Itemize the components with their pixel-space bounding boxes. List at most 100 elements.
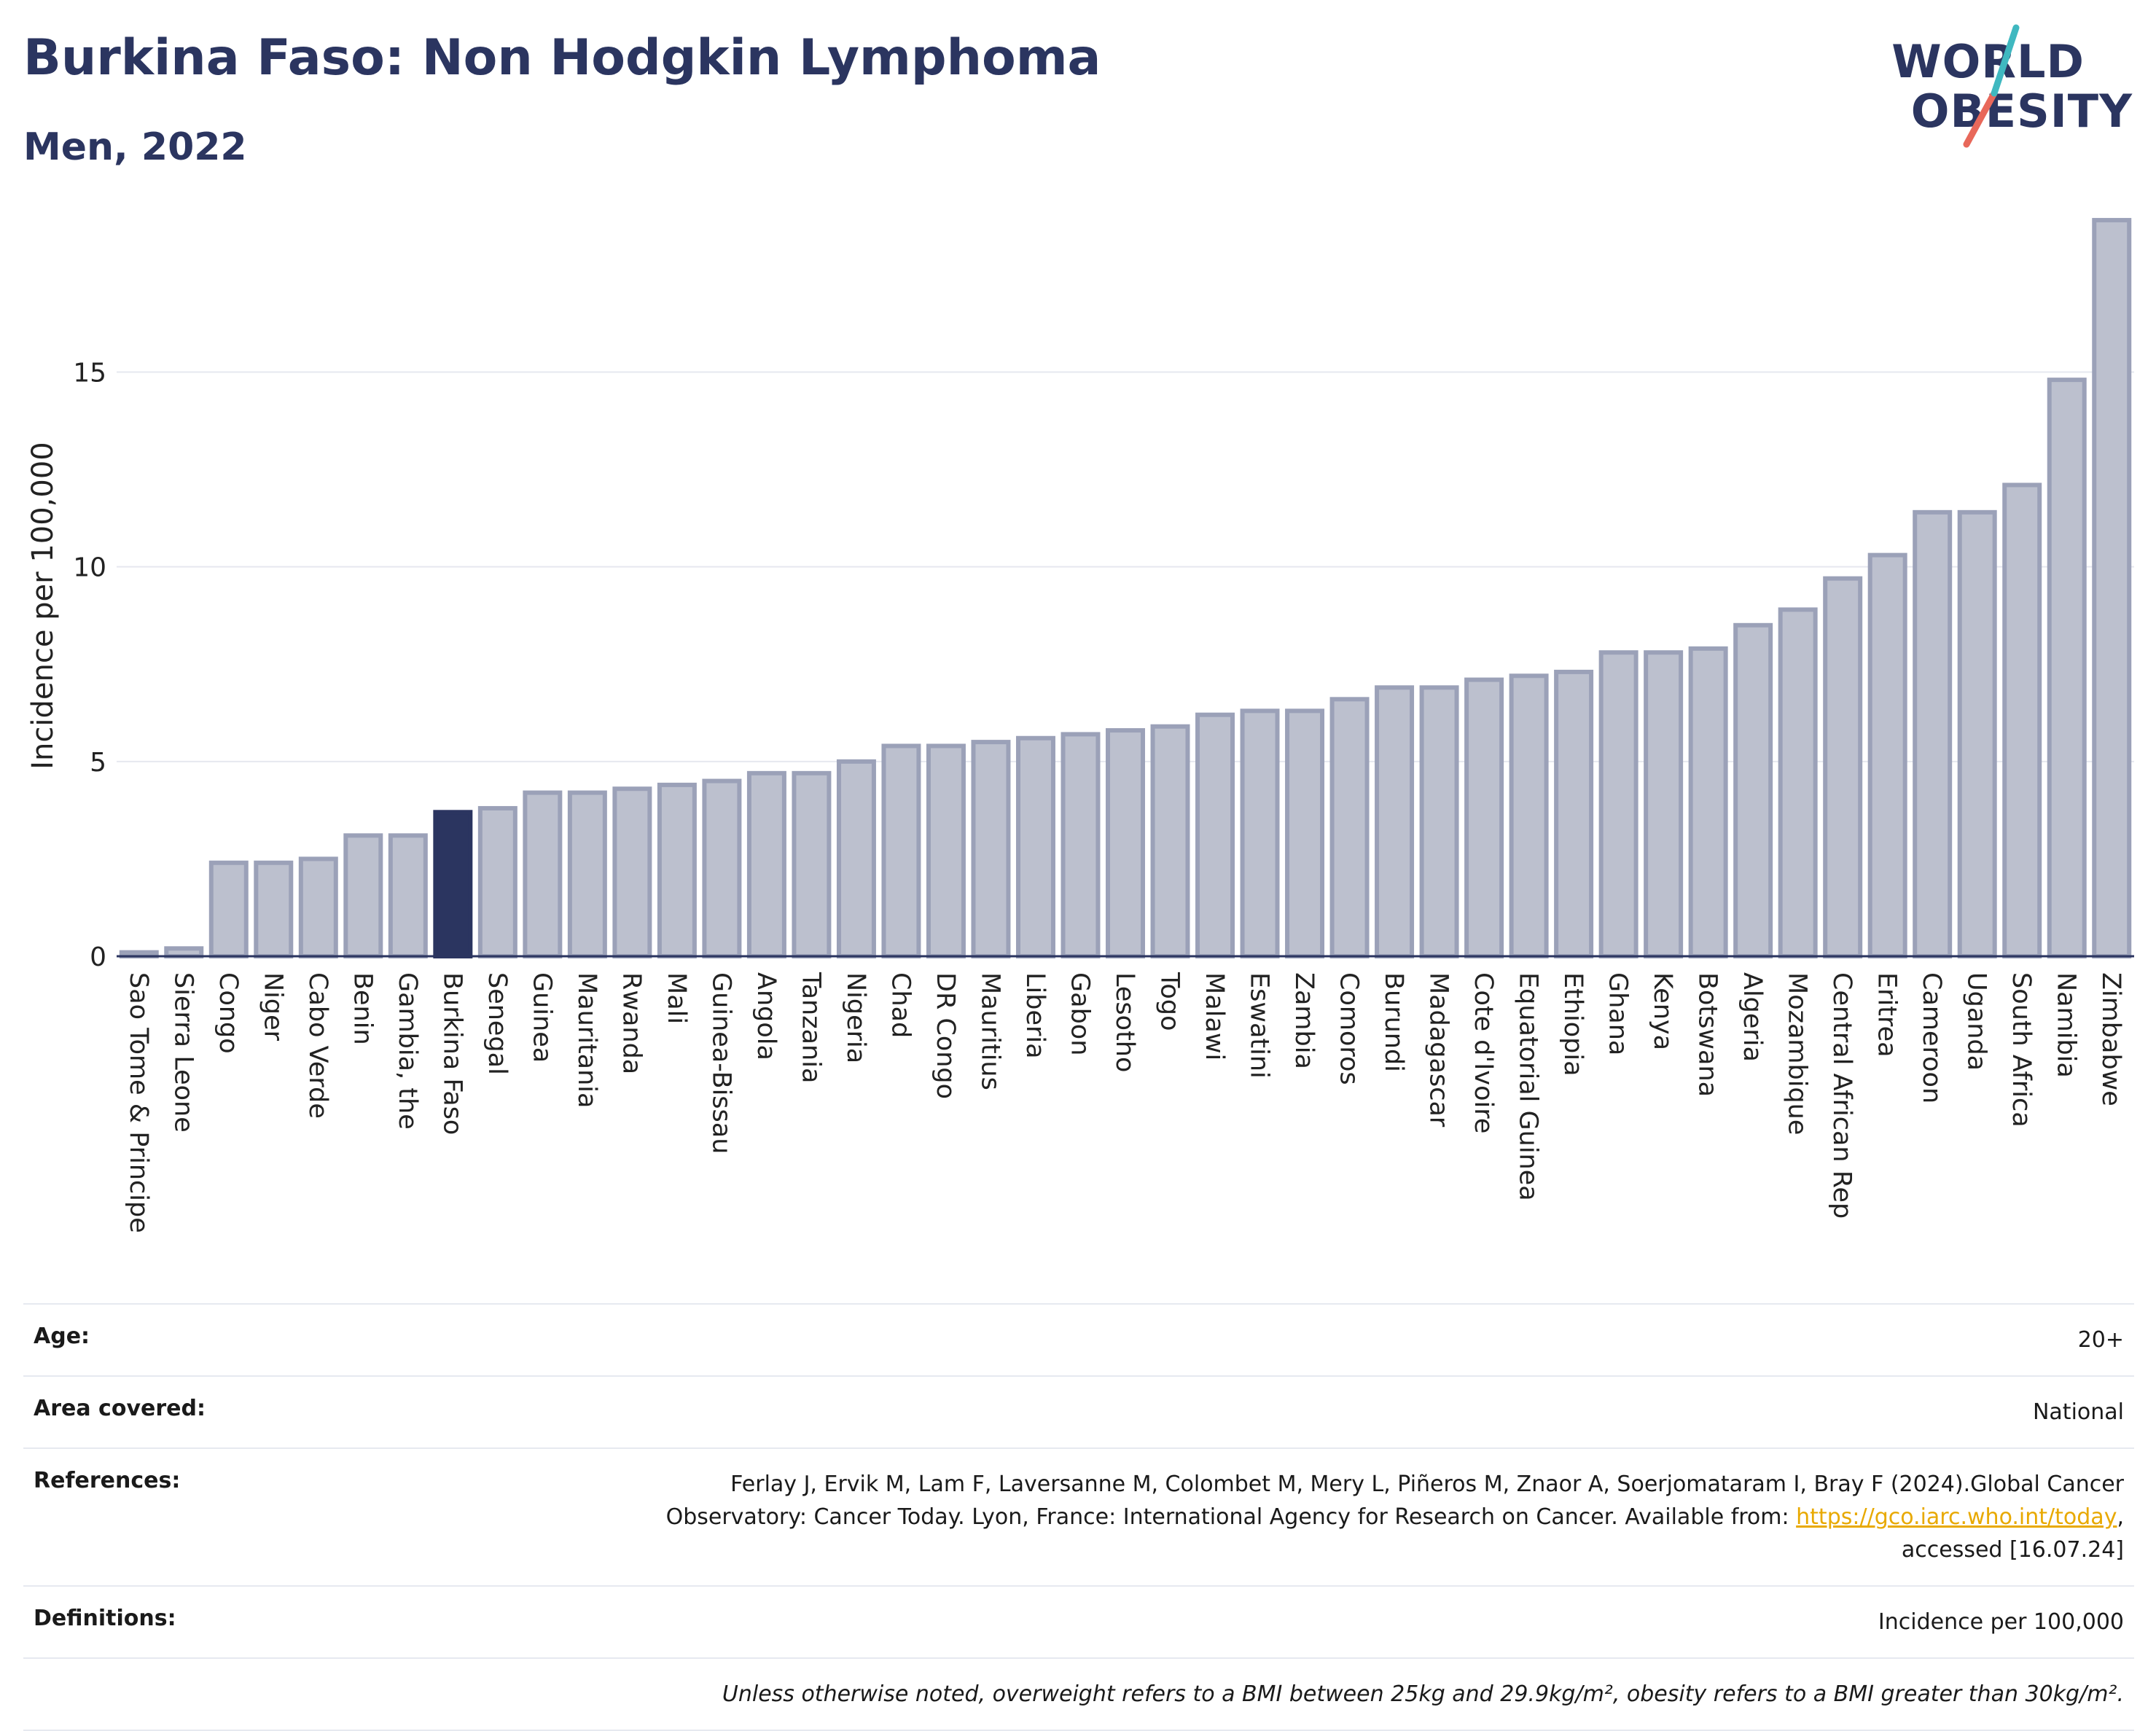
bar	[1150, 724, 1190, 958]
x-tick-label: Cameroon	[1917, 972, 1946, 1103]
x-tick-label: Chad	[886, 972, 915, 1038]
x-tick-label: Zambia	[1289, 972, 1319, 1069]
bar	[254, 860, 294, 958]
y-axis-label: Incidence per 100,000	[26, 442, 60, 770]
references-text-4: accessed [16.07.24]	[1901, 1537, 2124, 1563]
bar	[1106, 728, 1145, 958]
bar	[1240, 708, 1280, 958]
x-tick-label: Ghana	[1604, 972, 1633, 1055]
info-row-footnote: Unless otherwise noted, overweight refer…	[23, 1657, 2134, 1731]
x-tick-label: Equatorial Guinea	[1514, 972, 1543, 1201]
info-row-area: Area covered: National	[23, 1375, 2134, 1448]
x-tick-label: Burkina Faso	[437, 972, 466, 1135]
bar	[1419, 685, 1459, 958]
bar	[1061, 732, 1101, 959]
bar	[1285, 708, 1325, 958]
bar	[164, 946, 204, 959]
references-value: Ferlay J, Ervik M, Lam F, Laversanne M, …	[306, 1447, 2134, 1586]
references-text-1: Ferlay J, Ervik M, Lam F, Laversanne M, …	[730, 1472, 2124, 1497]
bar	[523, 790, 563, 958]
x-tick-label: Guinea	[527, 972, 556, 1063]
x-tick-label: Sierra Leone	[168, 972, 198, 1133]
page-title: Burkina Faso: Non Hodgkin Lymphoma	[23, 29, 1101, 87]
area-value: National	[306, 1375, 2134, 1448]
bar	[881, 743, 921, 958]
references-link[interactable]: https://gco.iarc.who.int/today	[1796, 1504, 2117, 1530]
x-tick-label: Senegal	[483, 972, 512, 1075]
world-obesity-logo: WORLD OBESITY	[1891, 22, 2133, 153]
x-tick-label: Mauritius	[975, 972, 1004, 1090]
definitions-label: Definitions:	[23, 1585, 306, 1658]
bar	[1733, 622, 1773, 958]
x-tick-label: Eswatini	[1245, 972, 1274, 1079]
bar	[433, 810, 473, 958]
x-tick-label: Cabo Verde	[303, 972, 332, 1119]
bar	[926, 743, 966, 958]
x-tick-label: Zimbabwe	[2096, 972, 2125, 1106]
bar	[388, 833, 428, 958]
y-tick-label: 10	[73, 553, 106, 583]
x-tick-label: Namibia	[2052, 972, 2081, 1078]
x-tick-label: Cote d'Ivoire	[1469, 972, 1498, 1133]
x-tick-label: Niger	[258, 972, 287, 1042]
bar	[657, 782, 697, 959]
bar	[792, 770, 832, 958]
bar	[2047, 378, 2087, 958]
x-tick-label: Burundi	[1379, 972, 1408, 1072]
x-tick-label: Tanzania	[796, 972, 825, 1083]
x-tick-label: Liberia	[1020, 972, 1050, 1059]
bar	[1688, 646, 1728, 958]
bar	[1598, 650, 1639, 958]
bar	[702, 778, 742, 958]
x-tick-label: Rwanda	[617, 972, 646, 1074]
x-tick-label: Comoros	[1335, 972, 1364, 1085]
bar	[1957, 509, 1997, 959]
bar	[298, 856, 338, 959]
info-row-age: Age: 20+	[23, 1303, 2134, 1376]
x-tick-label: Mali	[662, 972, 691, 1024]
x-tick-label: Benin	[348, 972, 377, 1045]
logo-slash-bottom	[1963, 90, 1998, 148]
bar	[1015, 735, 1055, 958]
bar	[746, 770, 786, 958]
x-tick-label: Algeria	[1738, 972, 1767, 1062]
bar	[1464, 677, 1504, 958]
y-tick-label: 5	[90, 748, 106, 778]
footnote: Unless otherwise noted, overweight refer…	[23, 1657, 2134, 1731]
x-tick-label: Guinea-Bissau	[706, 972, 735, 1154]
bar	[1375, 685, 1415, 958]
x-tick-label: Botswana	[1693, 972, 1722, 1097]
y-tick-label: 0	[90, 942, 106, 972]
definitions-value: Incidence per 100,000	[306, 1585, 2134, 1658]
x-tick-label: Madagascar	[1424, 972, 1453, 1128]
x-tick-label: Gambia, the	[393, 972, 422, 1130]
info-table: Age: 20+ Area covered: National Referenc…	[23, 1303, 2134, 1731]
x-tick-label: Lesotho	[1110, 972, 1139, 1072]
page-subtitle: Men, 2022	[23, 125, 247, 169]
bar	[971, 740, 1011, 958]
bar-chart: 0 5 10 15 Incidence per 100,000 Sao Tome & Pr…	[26, 218, 2134, 1233]
bar	[836, 759, 876, 958]
x-tick-label: Kenya	[1648, 972, 1677, 1050]
age-value: 20+	[306, 1303, 2134, 1376]
bar	[1509, 673, 1549, 958]
bar	[1913, 509, 1953, 959]
info-row-references: References: Ferlay J, Ervik M, Lam F, La…	[23, 1447, 2134, 1586]
x-tick-label: Uganda	[1962, 972, 1991, 1071]
area-label: Area covered:	[23, 1375, 306, 1448]
bar	[2002, 482, 2042, 958]
bar	[343, 833, 383, 958]
x-tick-label: Sao Tome & Principe	[124, 972, 153, 1233]
bar	[208, 860, 249, 958]
x-tick-label: Mozambique	[1783, 972, 1812, 1135]
x-tick-label: Central African Rep	[1827, 972, 1856, 1219]
bar	[1867, 552, 1907, 959]
logo-line2: OBESITY	[1910, 85, 2133, 138]
bar	[1554, 669, 1594, 959]
x-tick-label: South Africa	[2007, 972, 2036, 1128]
x-tick-label: Eritrea	[1872, 972, 1902, 1058]
age-label: Age:	[23, 1303, 306, 1376]
references-label: References:	[23, 1447, 306, 1586]
x-tick-label: Malawi	[1200, 972, 1229, 1060]
x-tick-label: DR Congo	[931, 972, 960, 1099]
